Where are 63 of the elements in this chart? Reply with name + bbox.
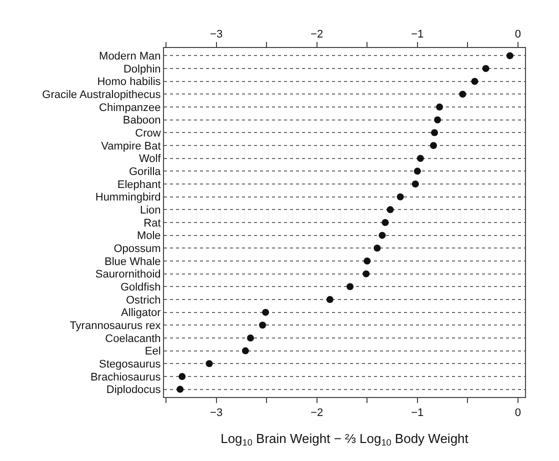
y-tick-label: Vampire Bat xyxy=(101,140,161,152)
y-tick-label: Baboon xyxy=(122,114,161,127)
point xyxy=(364,257,371,264)
point xyxy=(178,372,186,380)
point xyxy=(430,142,437,150)
x2-tick-label: −1 xyxy=(411,407,424,420)
point xyxy=(246,334,254,342)
point xyxy=(431,129,438,136)
point xyxy=(242,347,249,354)
y-tick-label: Opossum xyxy=(114,243,161,256)
y-tick-label: Eel xyxy=(144,346,161,358)
y-tick-label: Elephant xyxy=(117,178,161,191)
point xyxy=(459,90,466,98)
point xyxy=(482,65,490,72)
point xyxy=(386,206,394,214)
y-tick-label: Modern Man xyxy=(99,50,161,63)
y-tick-label: Tyrannosaurus rex xyxy=(70,320,162,332)
y-tick-label: Blue Whale xyxy=(104,256,161,268)
y-tick-label: Goldfish xyxy=(120,282,161,294)
x-tick-label: −1 xyxy=(411,28,424,41)
y-tick-label: Hummingbird xyxy=(95,192,161,204)
y-tick-label: Homo habilis xyxy=(97,76,162,88)
x-tick-label: 0 xyxy=(514,28,522,41)
y-tick-label: Stegosaurus xyxy=(99,358,162,370)
point xyxy=(434,116,442,124)
point xyxy=(374,244,381,252)
x2-tick-label: −3 xyxy=(210,407,223,420)
y-tick-label: Alligator xyxy=(121,307,162,320)
point xyxy=(326,296,334,303)
y-tick-label: Mole xyxy=(136,230,161,242)
y-tick-label: Diplodocus xyxy=(106,384,162,396)
y-tick-label: Brachiosaurus xyxy=(90,371,162,384)
point xyxy=(176,386,184,393)
point xyxy=(362,270,370,278)
point xyxy=(259,322,266,329)
point xyxy=(396,193,404,200)
point xyxy=(346,283,354,290)
y-tick-label: Ostrich xyxy=(126,294,161,306)
x-axis-title: Log$_{10}$ Brain Weight − ⅔ Log$_{10}$ Body Weight xyxy=(220,430,469,448)
point xyxy=(416,154,424,162)
point xyxy=(206,360,213,368)
y-tick-label: Saurornithoid xyxy=(95,268,161,281)
point xyxy=(436,104,444,111)
y-tick-label: Gracile Australopithecus xyxy=(42,89,162,102)
x2-tick-label: 0 xyxy=(514,407,522,420)
y-tick-label: Rat xyxy=(144,217,161,230)
y-tick-label: Wolf xyxy=(138,153,162,166)
point xyxy=(262,308,270,316)
y-tick-label: Dolphin xyxy=(123,63,161,76)
point xyxy=(412,180,419,188)
y-tick-label: Chimpanzee xyxy=(99,102,161,114)
point xyxy=(382,219,389,226)
y-tick-label: Coelacanth xyxy=(105,332,161,345)
x-tick-label: −2 xyxy=(310,28,324,41)
y-tick-label: Crow xyxy=(135,128,161,140)
y-tick-label: Gorilla xyxy=(129,166,162,178)
point xyxy=(414,168,421,175)
x2-tick-label: −2 xyxy=(310,407,324,420)
point xyxy=(471,78,478,85)
x-tick-label: −3 xyxy=(210,28,223,41)
y-tick-label: Lion xyxy=(140,204,161,217)
point xyxy=(378,232,386,239)
point xyxy=(506,52,514,60)
